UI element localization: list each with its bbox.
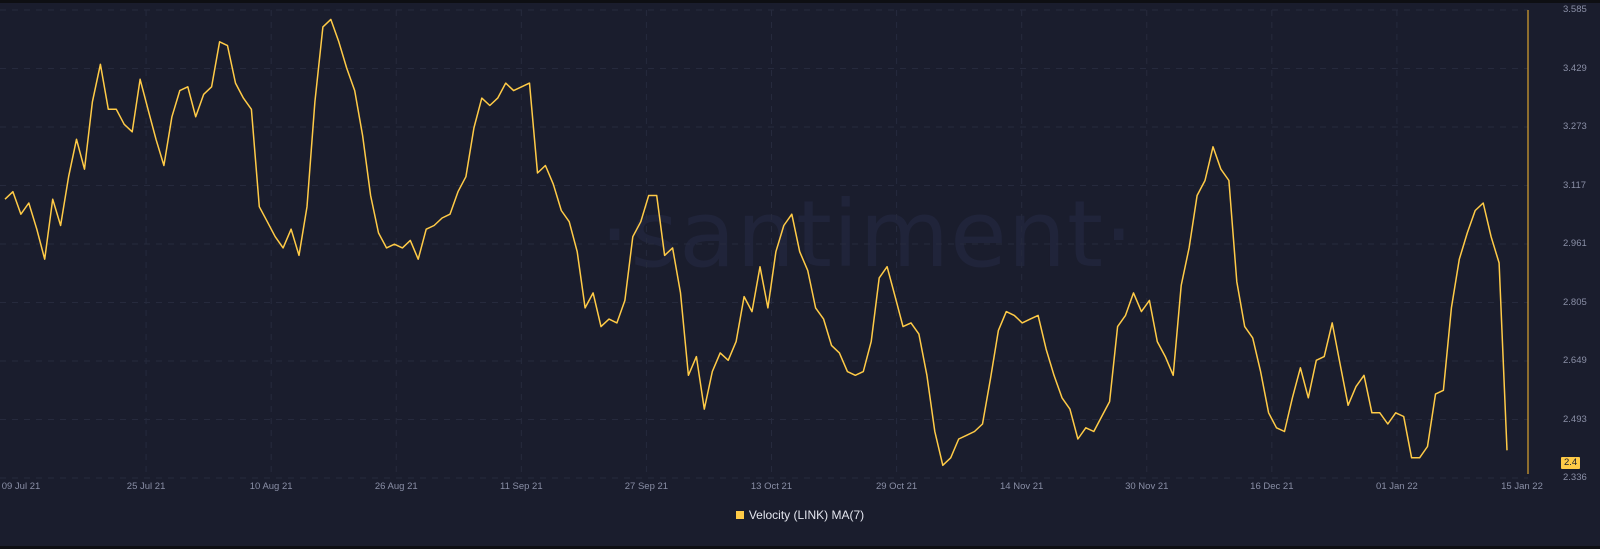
- santiment-watermark: ·santiment·: [600, 181, 1135, 288]
- x-tick-label: 01 Jan 22: [1376, 481, 1418, 492]
- y-tick-label: 2.805: [1563, 296, 1587, 308]
- y-tick-label: 2.961: [1563, 238, 1587, 249]
- x-tick-label: 26 Aug 21: [374, 481, 418, 492]
- legend-swatch-icon: [735, 511, 744, 519]
- x-tick-label: 10 Aug 21: [249, 481, 293, 492]
- y-tick-label: 3.117: [1563, 179, 1587, 191]
- chart-panel: ·santiment·: [0, 3, 1600, 546]
- x-tick-label: 13 Oct 21: [750, 481, 793, 492]
- velocity-series-line: [4, 18, 1508, 467]
- y-tick-label: 2.493: [1563, 413, 1587, 425]
- x-tick-label: 16 Dec 21: [1250, 481, 1294, 492]
- y-tick-label: 2.649: [1563, 355, 1587, 366]
- x-tick-label: 30 Nov 21: [1125, 481, 1169, 492]
- x-tick-label: 14 Nov 21: [1000, 481, 1044, 492]
- y-tick-label: 2.336: [1563, 472, 1587, 483]
- y-tick-label: 3.429: [1563, 62, 1587, 74]
- legend-label: Velocity (LINK) MA(7): [748, 508, 865, 522]
- y-tick-label: 3.273: [1563, 121, 1587, 132]
- x-tick-label: 25 Jul 21: [126, 481, 166, 492]
- x-tick-label: 09 Jul 21: [1, 481, 41, 492]
- x-tick-label: 11 Sep 21: [500, 481, 543, 492]
- x-tick-label: 29 Oct 21: [875, 481, 918, 492]
- y-tick-label: 3.585: [1563, 4, 1587, 15]
- last-value-badge: 2.4: [1561, 457, 1581, 469]
- grid-lines: [0, 9, 1528, 479]
- x-tick-label: 27 Sep 21: [624, 481, 669, 492]
- x-tick-label: 15 Jan 22: [1501, 481, 1543, 492]
- legend[interactable]: Velocity (LINK) MA(7): [0, 508, 1600, 522]
